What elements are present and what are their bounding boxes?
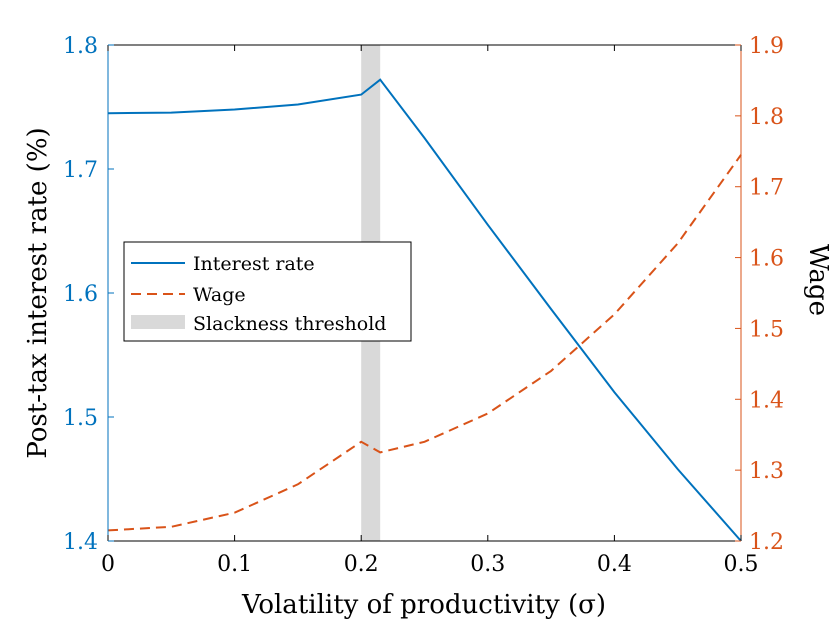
legend-label-wage: Wage bbox=[193, 284, 246, 306]
series-line-interest-rate bbox=[107, 78, 742, 542]
series-line-wage bbox=[107, 154, 742, 532]
legend: Interest rate Wage Slackness threshold bbox=[123, 241, 412, 342]
x-tick-label: 0 bbox=[101, 552, 115, 577]
legend-swatch-slackness-threshold bbox=[131, 315, 185, 329]
y-right-tick-label: 1.7 bbox=[749, 176, 784, 201]
x-tick-label: 0.3 bbox=[470, 552, 505, 577]
y-right-tick-label: 1.3 bbox=[749, 459, 784, 484]
y-left-tick-label: 1.7 bbox=[63, 158, 98, 183]
x-axis-label: Volatility of productivity (σ) bbox=[241, 590, 606, 620]
legend-label-interest-rate: Interest rate bbox=[193, 253, 315, 275]
y-right-tick-label: 1.4 bbox=[749, 388, 784, 413]
x-tick-label: 0.5 bbox=[724, 552, 759, 577]
y-right-tick-label: 1.5 bbox=[749, 317, 784, 342]
x-tick-label: 0.4 bbox=[597, 552, 632, 577]
y-left-tick-label: 1.5 bbox=[63, 406, 98, 431]
y-right-tick-label: 1.9 bbox=[749, 34, 784, 59]
y-left-tick-label: 1.8 bbox=[63, 34, 98, 59]
legend-label-slackness-threshold: Slackness threshold bbox=[193, 313, 386, 335]
y-left-axis-label: Post-tax interest rate (%) bbox=[23, 127, 53, 458]
y-right-tick-label: 1.2 bbox=[749, 530, 784, 555]
y-right-tick-label: 1.6 bbox=[749, 247, 784, 272]
x-tick-label: 0.1 bbox=[217, 552, 252, 577]
y-left-tick-label: 1.4 bbox=[63, 530, 98, 555]
y-right-tick-label: 1.8 bbox=[749, 105, 784, 130]
y-left-tick-label: 1.6 bbox=[63, 282, 98, 307]
y-right-axis-label: Wage bbox=[803, 244, 830, 316]
x-tick-label: 0.2 bbox=[344, 552, 379, 577]
